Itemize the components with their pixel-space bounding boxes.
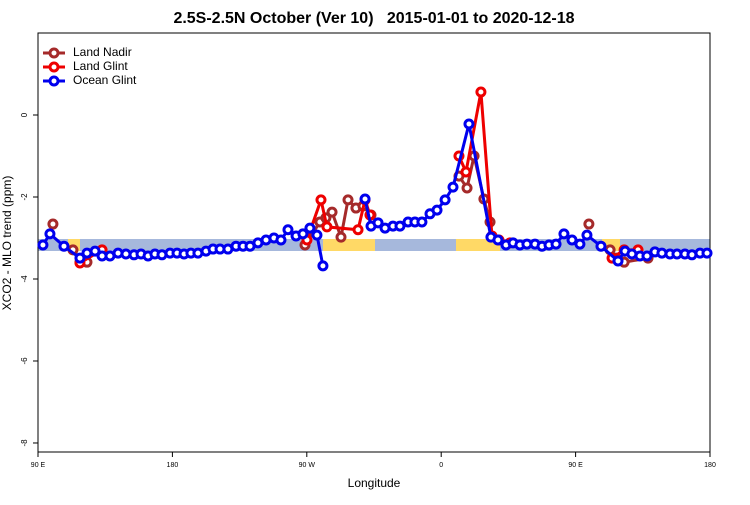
data-point [37,239,49,251]
data-point [461,182,473,194]
plot: 90 E 180 90 W 0 90 E 180 0 -2 -4 -6 -8 Land NadirLa… [20,45,716,469]
data-point [492,234,504,246]
data-point [282,224,294,236]
x-axis-label: Longitude [348,476,401,490]
data-point [574,238,586,250]
legend-label: Land Glint [73,59,128,73]
data-point [641,250,653,262]
data-point [550,238,562,250]
legend-label: Land Nadir [73,45,132,59]
y-axis-label: XCO2 - MLO trend (ppm) [0,176,14,311]
data-point [447,181,459,193]
data-point [304,222,316,234]
data-point [583,218,595,230]
x-tick-label: 90 E [568,462,583,469]
data-point [558,228,570,240]
data-point [581,229,593,241]
data-point [431,204,443,216]
data-point [47,218,59,230]
data-point [595,240,607,252]
data-point [321,221,333,233]
data-point [439,194,451,206]
data-point [74,252,86,264]
y-tick-label: -4 [20,275,29,283]
legend-marker [48,75,60,87]
data-point [394,220,406,232]
chart-title: 2.5S-2.5N October (Ver 10) 2015-01-01 to… [173,10,574,27]
legend-label: Ocean Glint [73,73,137,87]
data-point [44,228,56,240]
legend-marker [48,47,60,59]
x-tick-label: 90 E [31,462,46,469]
data-point [701,247,713,259]
x-tick-label: 0 [439,462,443,469]
data-point [317,260,329,272]
data-point [372,217,384,229]
data-point [475,86,487,98]
data-point [315,194,327,206]
plot-frame [37,32,711,453]
y-tick-label: 0 [20,112,29,117]
land-strip [323,239,375,251]
legend-marker [48,61,60,73]
y-tick-label: -6 [20,357,29,365]
data-point [311,229,323,241]
data-point [326,206,338,218]
data-point [416,216,428,228]
data-point [359,193,371,205]
data-point [58,240,70,252]
data-point [89,245,101,257]
data-point [342,194,354,206]
data-point [463,118,475,130]
data-point [612,255,624,267]
data-point [275,234,287,246]
data-point [297,228,309,240]
data-point [460,166,472,178]
data-point [335,231,347,243]
x-tick-label: 180 [167,462,179,469]
y-tick-label: -2 [20,193,29,201]
y-tick-label: -8 [20,439,29,447]
x-tick-label: 90 W [299,462,316,469]
x-tick-label: 180 [704,462,716,469]
data-point [352,224,364,236]
data-point [566,234,578,246]
